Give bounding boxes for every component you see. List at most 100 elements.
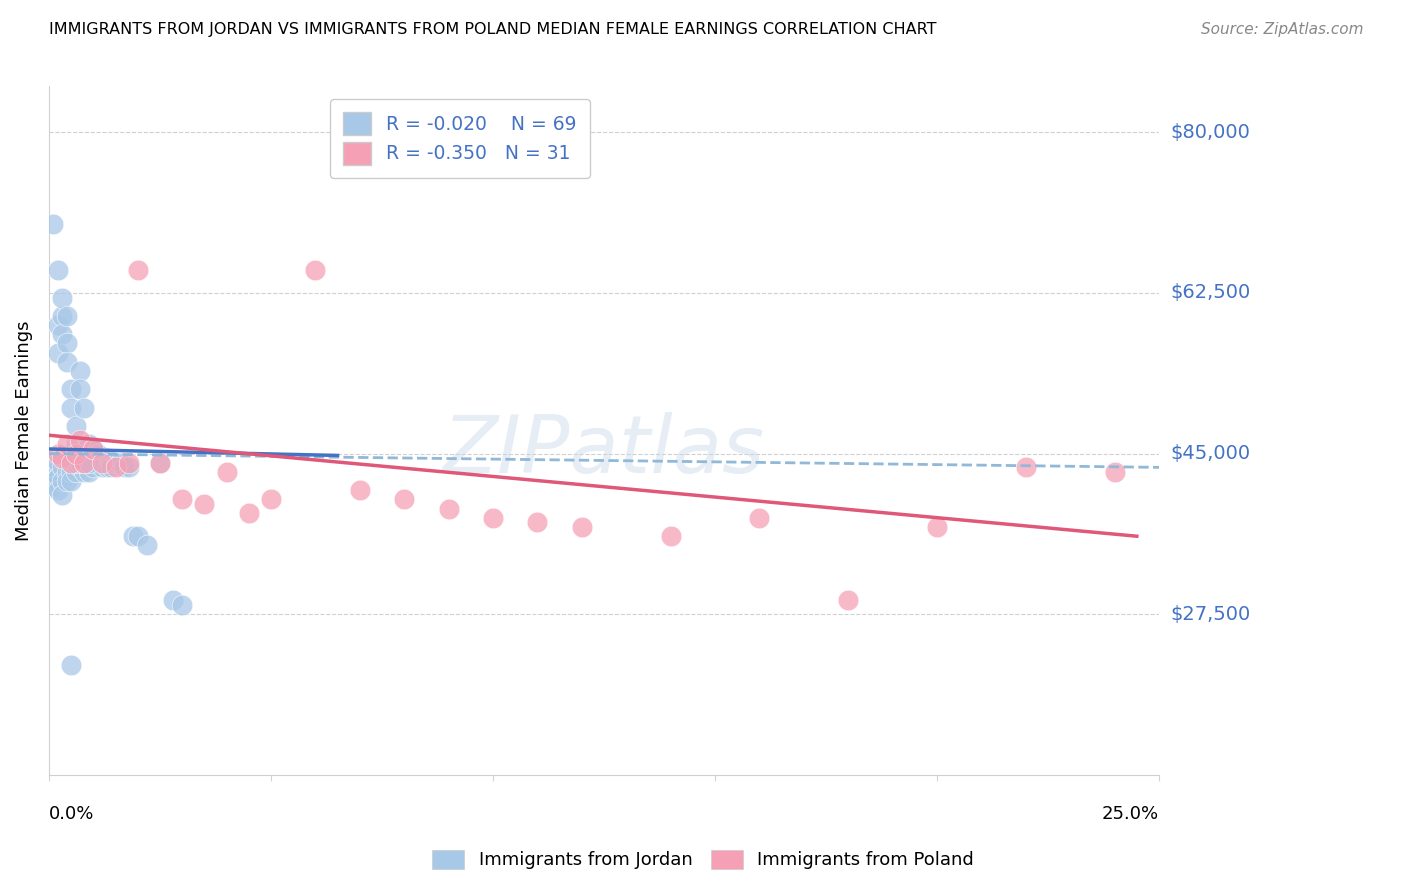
Point bbox=[73, 401, 96, 415]
Point bbox=[104, 460, 127, 475]
Point bbox=[118, 456, 141, 470]
Point bbox=[96, 460, 118, 475]
Point bbox=[238, 506, 260, 520]
Point bbox=[46, 456, 69, 470]
Point bbox=[51, 309, 73, 323]
Point bbox=[135, 538, 157, 552]
Point bbox=[215, 465, 238, 479]
Text: $62,500: $62,500 bbox=[1170, 284, 1250, 302]
Point bbox=[60, 456, 83, 470]
Point bbox=[118, 460, 141, 475]
Point bbox=[82, 442, 104, 456]
Point bbox=[46, 318, 69, 332]
Legend: R = -0.020    N = 69, R = -0.350   N = 31: R = -0.020 N = 69, R = -0.350 N = 31 bbox=[330, 99, 589, 178]
Point bbox=[108, 456, 131, 470]
Point bbox=[91, 456, 114, 470]
Point bbox=[482, 511, 505, 525]
Point bbox=[73, 456, 96, 470]
Point bbox=[55, 474, 77, 488]
Point bbox=[172, 492, 194, 507]
Point bbox=[526, 516, 548, 530]
Point bbox=[104, 456, 127, 470]
Point bbox=[69, 456, 91, 470]
Point bbox=[46, 483, 69, 498]
Point bbox=[149, 456, 172, 470]
Point bbox=[96, 451, 118, 466]
Legend: Immigrants from Jordan, Immigrants from Poland: Immigrants from Jordan, Immigrants from … bbox=[423, 841, 983, 879]
Text: $80,000: $80,000 bbox=[1170, 123, 1250, 142]
Point bbox=[60, 401, 83, 415]
Point bbox=[100, 456, 122, 470]
Point bbox=[149, 456, 172, 470]
Point bbox=[127, 529, 149, 543]
Text: ZIPatlas: ZIPatlas bbox=[443, 412, 765, 491]
Point bbox=[748, 511, 770, 525]
Point bbox=[304, 263, 326, 277]
Text: 0.0%: 0.0% bbox=[49, 805, 94, 823]
Point bbox=[260, 492, 283, 507]
Point bbox=[46, 469, 69, 483]
Point bbox=[100, 460, 122, 475]
Point bbox=[82, 460, 104, 475]
Point bbox=[1015, 460, 1038, 475]
Point bbox=[42, 465, 65, 479]
Point bbox=[659, 529, 682, 543]
Point bbox=[55, 355, 77, 369]
Point bbox=[77, 456, 100, 470]
Point bbox=[77, 465, 100, 479]
Point bbox=[51, 451, 73, 466]
Point bbox=[127, 263, 149, 277]
Text: 25.0%: 25.0% bbox=[1102, 805, 1159, 823]
Point bbox=[114, 460, 136, 475]
Point bbox=[571, 520, 593, 534]
Point bbox=[69, 382, 91, 396]
Point bbox=[51, 474, 73, 488]
Point bbox=[193, 497, 215, 511]
Point bbox=[122, 529, 145, 543]
Point bbox=[46, 447, 69, 461]
Point bbox=[55, 465, 77, 479]
Point bbox=[65, 465, 87, 479]
Point bbox=[65, 456, 87, 470]
Point bbox=[87, 447, 110, 461]
Point bbox=[91, 460, 114, 475]
Point bbox=[65, 447, 87, 461]
Point bbox=[60, 474, 83, 488]
Point bbox=[60, 382, 83, 396]
Point bbox=[65, 419, 87, 434]
Point bbox=[42, 474, 65, 488]
Point bbox=[82, 456, 104, 470]
Point bbox=[162, 593, 184, 607]
Point bbox=[925, 520, 948, 534]
Point bbox=[69, 451, 91, 466]
Point bbox=[60, 465, 83, 479]
Point bbox=[65, 437, 87, 451]
Point bbox=[69, 433, 91, 447]
Point bbox=[82, 442, 104, 456]
Point bbox=[46, 345, 69, 359]
Text: Source: ZipAtlas.com: Source: ZipAtlas.com bbox=[1201, 22, 1364, 37]
Point bbox=[60, 657, 83, 672]
Point bbox=[42, 456, 65, 470]
Point bbox=[42, 479, 65, 493]
Point bbox=[42, 217, 65, 231]
Point bbox=[46, 263, 69, 277]
Point bbox=[172, 598, 194, 612]
Point bbox=[60, 456, 83, 470]
Point bbox=[73, 456, 96, 470]
Text: $45,000: $45,000 bbox=[1170, 444, 1250, 463]
Point bbox=[837, 593, 859, 607]
Point bbox=[51, 488, 73, 502]
Point bbox=[73, 456, 96, 470]
Point bbox=[73, 465, 96, 479]
Point bbox=[77, 456, 100, 470]
Point bbox=[51, 327, 73, 342]
Point bbox=[91, 451, 114, 466]
Y-axis label: Median Female Earnings: Median Female Earnings bbox=[15, 320, 32, 541]
Point bbox=[349, 483, 371, 498]
Point bbox=[87, 456, 110, 470]
Text: IMMIGRANTS FROM JORDAN VS IMMIGRANTS FROM POLAND MEDIAN FEMALE EARNINGS CORRELAT: IMMIGRANTS FROM JORDAN VS IMMIGRANTS FRO… bbox=[49, 22, 936, 37]
Point bbox=[437, 501, 460, 516]
Point bbox=[1104, 465, 1126, 479]
Point bbox=[392, 492, 415, 507]
